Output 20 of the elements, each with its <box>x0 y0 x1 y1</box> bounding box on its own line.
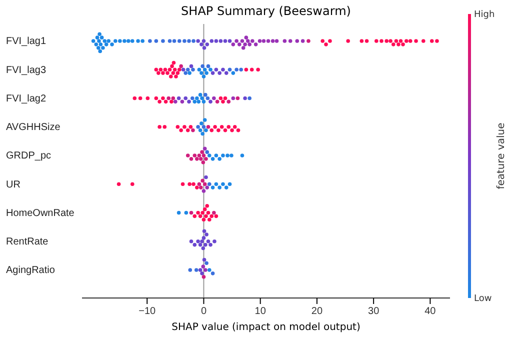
y-tick-label: AVGHHSize <box>6 122 61 134</box>
y-tick-label: FVI_lag3 <box>6 64 46 76</box>
y-tick-label: UR <box>6 179 20 190</box>
text: Low <box>474 294 492 304</box>
y-tick-label: GRDP_pc <box>6 150 52 162</box>
color-bar-title: feature value <box>496 122 507 190</box>
y-tick-label: FVI_lag1 <box>6 36 46 48</box>
y-tick-label: FVI_lag2 <box>6 93 46 104</box>
x-tick-label: 30 <box>368 306 380 318</box>
text: High <box>474 10 495 20</box>
x-tick-label: 0 <box>200 306 207 318</box>
x-tick-label: 40 <box>424 306 436 318</box>
y-tick-label: AgingRatio <box>6 265 56 276</box>
x-tick-label: 20 <box>311 306 323 318</box>
x-tick-label: −10 <box>138 306 156 318</box>
x-axis-title: SHAP value (impact on model output) <box>172 322 360 333</box>
y-tick-label: RentRate <box>6 236 49 248</box>
x-tick-label: 10 <box>254 306 266 318</box>
y-tick-label: HomeOwnRate <box>6 208 75 219</box>
chart-title: SHAP Summary (Beeswarm) <box>181 4 351 18</box>
